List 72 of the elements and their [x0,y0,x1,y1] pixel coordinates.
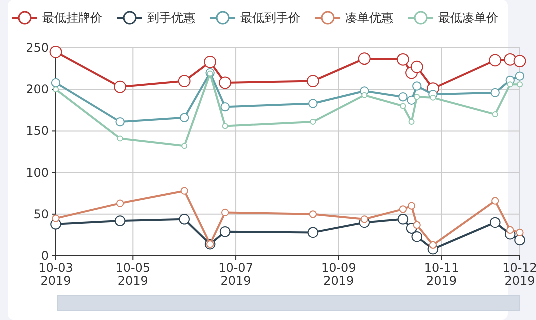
point [408,119,415,126]
x-tick-label: 10-05 2019 [116,261,151,288]
y-tick-label: 250 [26,41,49,55]
point [515,72,525,81]
legend-label: 最低凑单价 [438,11,498,25]
x-tick-label: 10-03 2019 [38,261,74,288]
x-tick-label: 10-12 2019 [502,261,536,288]
point [219,76,232,90]
point [51,78,61,88]
point [179,214,190,225]
point [362,92,368,98]
point [308,99,318,108]
point [398,92,408,102]
point [506,226,514,234]
point [360,216,368,224]
point [116,200,124,208]
point [180,187,188,195]
legend-label: 最低到手价 [240,11,300,25]
point [514,55,526,68]
point [517,82,523,88]
point [492,197,500,205]
point [507,82,514,88]
point [412,82,422,91]
x-tick-label: 10-11 2019 [424,261,460,288]
legend-label: 最低挂牌价 [42,11,102,25]
point [429,241,437,249]
point [114,80,126,94]
point [306,75,320,88]
point [490,217,501,228]
point [504,53,517,66]
point [398,214,409,225]
point [413,221,421,230]
point [492,112,498,118]
point [52,214,60,222]
x-tick-label: 10-09 2019 [321,261,356,288]
point [308,227,319,238]
y-tick-label: 150 [26,124,49,138]
point [410,60,424,74]
point [182,143,188,150]
point [414,94,420,100]
point [178,75,191,88]
point [489,54,502,67]
point [400,103,406,110]
point [50,46,62,58]
point [490,88,500,98]
point [358,52,371,66]
point [310,119,316,126]
point [180,113,190,122]
point [53,86,59,93]
point [430,94,436,101]
legend-label: 到手优惠 [148,11,196,25]
y-tick-label: 50 [34,207,49,222]
point [222,208,230,217]
point [220,102,230,112]
point [514,234,526,246]
x-tick-label: 10-07 2019 [218,261,254,288]
y-tick-label: 200 [26,82,49,97]
y-tick-label: 100 [26,166,49,180]
point [204,56,217,68]
point [117,136,124,142]
point [516,228,524,237]
legend-label: 凑单优惠 [346,11,394,25]
point [399,206,407,214]
point [412,231,423,242]
point [220,226,231,238]
y-tick-label: 0 [41,249,49,263]
point [222,123,228,130]
point [309,210,317,218]
point [114,216,126,226]
point [396,53,410,66]
point [116,117,125,127]
point [408,202,416,210]
